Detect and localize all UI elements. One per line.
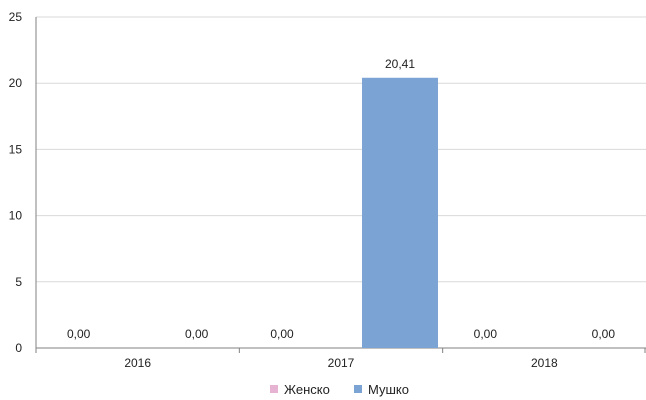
x-tick-label: 2016 — [124, 356, 151, 370]
y-tick-label: 20 — [9, 76, 23, 90]
legend-label: Женско — [284, 382, 330, 397]
x-tick-label: 2018 — [531, 356, 558, 370]
grid-lines — [36, 16, 646, 283]
data-labels: 0,00 0,00 0,00 20,41 0,00 0,00 — [67, 57, 615, 341]
data-label: 0,00 — [474, 327, 498, 341]
data-label: 0,00 — [67, 327, 91, 341]
bar — [362, 77, 438, 348]
y-axis: 0 5 10 15 20 25 — [9, 10, 37, 355]
legend-label: Мушко — [368, 382, 409, 397]
data-label: 0,00 — [185, 327, 209, 341]
legend-swatch — [270, 385, 278, 393]
x-axis: 2016 2017 2018 — [35, 347, 646, 370]
y-tick-label: 10 — [9, 209, 23, 223]
data-label: 0,00 — [592, 327, 616, 341]
bars — [362, 77, 438, 348]
legend: Женско Мушко — [270, 382, 409, 397]
x-tick-label: 2017 — [328, 356, 355, 370]
y-tick-label: 25 — [9, 10, 23, 24]
y-tick-label: 0 — [15, 341, 22, 355]
data-label: 20,41 — [385, 57, 415, 71]
y-tick-label: 15 — [9, 142, 23, 156]
y-tick-label: 5 — [15, 275, 22, 289]
data-label: 0,00 — [270, 327, 294, 341]
legend-swatch — [354, 385, 362, 393]
